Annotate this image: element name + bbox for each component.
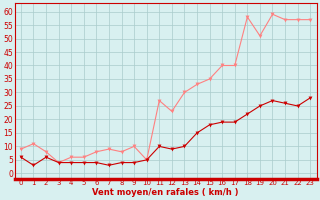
X-axis label: Vent moyen/en rafales ( km/h ): Vent moyen/en rafales ( km/h ) — [92, 188, 239, 197]
